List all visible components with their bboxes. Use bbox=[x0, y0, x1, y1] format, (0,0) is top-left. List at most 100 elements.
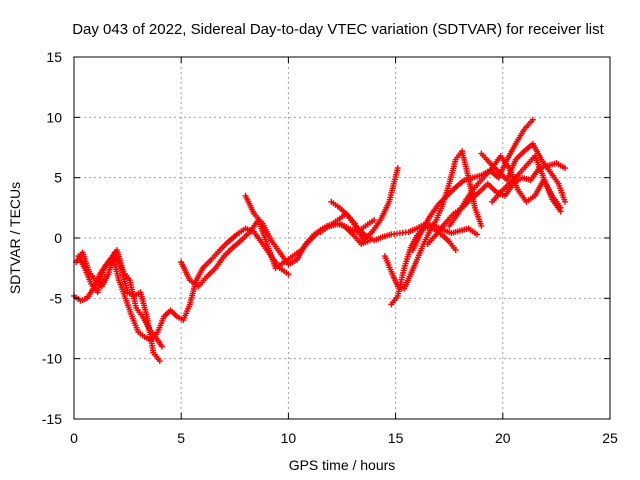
data-point-interp bbox=[440, 222, 447, 229]
data-point-interp bbox=[223, 240, 230, 247]
data-point-interp bbox=[471, 229, 478, 236]
data-point-interp bbox=[149, 347, 156, 354]
data-point-interp bbox=[105, 258, 112, 265]
series-track-9 bbox=[388, 222, 459, 308]
data-point-interp bbox=[487, 166, 494, 173]
data-point-interp bbox=[227, 246, 234, 253]
y-tick-label: 5 bbox=[54, 170, 62, 186]
data-point-interp bbox=[178, 315, 185, 322]
data-point-interp bbox=[119, 266, 126, 273]
data-point-interp bbox=[476, 172, 483, 179]
data-point-interp bbox=[278, 260, 285, 267]
data-point-interp bbox=[474, 190, 481, 197]
data-point-interp bbox=[257, 218, 264, 225]
data-point-interp bbox=[377, 234, 384, 241]
data-point-interp bbox=[431, 233, 438, 240]
data-point-interp bbox=[219, 255, 226, 262]
data-point-interp bbox=[198, 267, 205, 274]
data-point-interp bbox=[155, 355, 162, 362]
data-point-interp bbox=[548, 194, 555, 201]
data-point-interp bbox=[495, 191, 502, 198]
data-point-interp bbox=[444, 237, 451, 244]
data-point-interp bbox=[519, 149, 526, 156]
series-track-3 bbox=[75, 247, 165, 350]
data-point-interp bbox=[417, 230, 424, 237]
data-point-interp bbox=[81, 296, 88, 303]
x-tick-label: 0 bbox=[70, 430, 78, 446]
x-tick-labels: 0 5 10 15 20 25 bbox=[70, 430, 618, 446]
data-point-interp bbox=[394, 230, 401, 237]
data-point-interp bbox=[545, 166, 552, 173]
data-point-interp bbox=[87, 278, 94, 285]
data-point-interp bbox=[144, 323, 151, 330]
x-tick-label: 25 bbox=[602, 430, 618, 446]
data-point-interp bbox=[511, 142, 518, 149]
data-point-interp bbox=[360, 224, 367, 231]
data-point-interp bbox=[157, 341, 164, 348]
data-point-interp bbox=[393, 295, 400, 302]
data-point-interp bbox=[470, 186, 477, 193]
data-point-interp bbox=[283, 269, 290, 276]
data-point-interp bbox=[104, 273, 111, 280]
data-point-interp bbox=[125, 275, 132, 282]
y-tick-labels: -15 -10 -5 0 5 10 15 bbox=[42, 49, 62, 427]
x-tick-label: 5 bbox=[177, 430, 185, 446]
data-point-interp bbox=[394, 167, 401, 174]
data-point-interp bbox=[143, 311, 150, 318]
data-point-interp bbox=[513, 184, 520, 191]
data-point-interp bbox=[445, 182, 452, 189]
data-point-interp bbox=[477, 220, 484, 227]
data-point-interp bbox=[267, 235, 274, 242]
y-axis-label: SDTVAR / TECUs bbox=[7, 182, 23, 294]
data-point-interp bbox=[561, 196, 568, 203]
data-point-interp bbox=[521, 164, 528, 171]
data-point-interp bbox=[406, 273, 413, 280]
data-point-interp bbox=[134, 326, 141, 333]
data-point-interp bbox=[400, 267, 407, 274]
data-point-interp bbox=[135, 290, 142, 297]
data-point-interp bbox=[287, 254, 294, 261]
data-point-interp bbox=[463, 225, 470, 232]
data-point-interp bbox=[291, 257, 298, 264]
data-point-interp bbox=[232, 232, 239, 239]
x-tick-label: 20 bbox=[495, 430, 511, 446]
data-point-interp bbox=[263, 238, 270, 245]
data-point-interp bbox=[452, 158, 459, 165]
data-point-interp bbox=[529, 194, 536, 201]
data-point-interp bbox=[431, 226, 438, 233]
data-point-interp bbox=[283, 259, 290, 266]
data-point-interp bbox=[419, 243, 426, 250]
data-points bbox=[71, 116, 568, 365]
data-point-interp bbox=[451, 244, 458, 251]
y-tick-label: -10 bbox=[42, 351, 62, 367]
data-point-interp bbox=[556, 206, 563, 213]
data-point-interp bbox=[442, 194, 449, 201]
data-point-interp bbox=[185, 303, 192, 310]
data-point-interp bbox=[160, 315, 167, 322]
data-point-interp bbox=[206, 258, 213, 265]
y-tick-label: -15 bbox=[42, 411, 62, 427]
data-point-interp bbox=[128, 311, 135, 318]
data-point-interp bbox=[210, 266, 217, 273]
data-point-interp bbox=[132, 302, 139, 309]
data-point-interp bbox=[539, 172, 546, 179]
data-point-interp bbox=[504, 182, 511, 189]
data-point-interp bbox=[245, 230, 252, 237]
data-point-interp bbox=[360, 231, 367, 238]
data-point-interp bbox=[138, 311, 144, 318]
y-tick-label: 0 bbox=[54, 230, 62, 246]
data-point-interp bbox=[323, 224, 330, 231]
data-point-interp bbox=[343, 224, 350, 231]
y-tick-label: 10 bbox=[46, 109, 62, 125]
data-point-interp bbox=[369, 218, 376, 225]
data-point-interp bbox=[478, 176, 485, 183]
data-point-interp bbox=[471, 202, 478, 209]
data-point-interp bbox=[462, 198, 469, 205]
x-axis-label: GPS time / hours bbox=[289, 457, 396, 473]
data-point-interp bbox=[115, 275, 122, 282]
data-point-interp bbox=[559, 163, 566, 170]
data-point-interp bbox=[80, 263, 87, 270]
data-point-interp bbox=[275, 247, 282, 254]
data-point-interp bbox=[90, 275, 97, 282]
data-point-interp bbox=[385, 200, 392, 207]
